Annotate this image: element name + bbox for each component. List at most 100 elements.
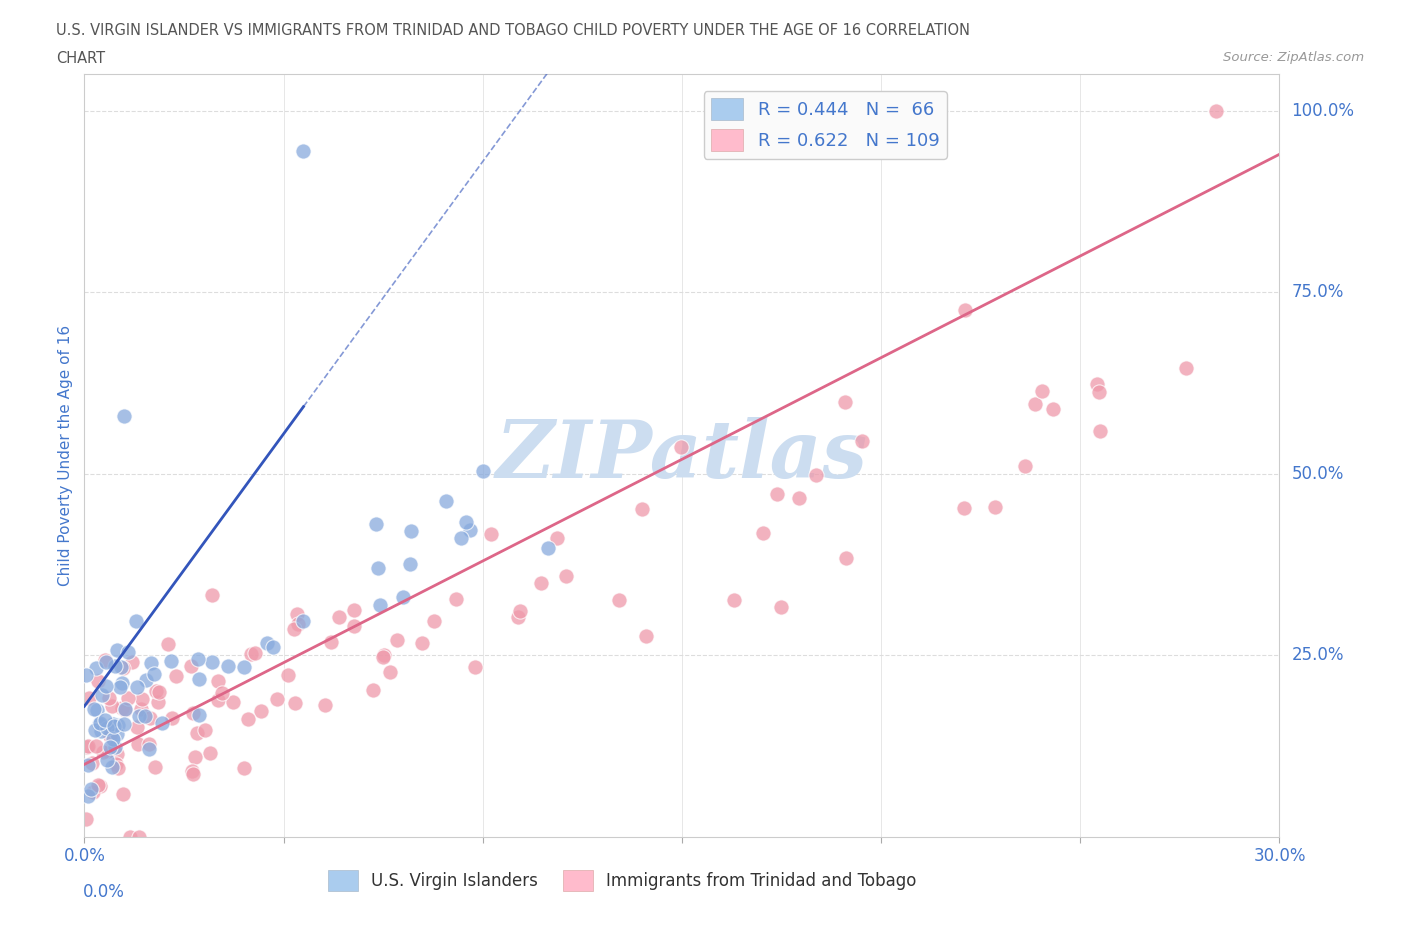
Point — [112, 408, 135, 423]
Point — [631, 502, 654, 517]
Point — [181, 766, 204, 781]
Point — [851, 433, 873, 448]
Point — [117, 691, 139, 706]
Point — [266, 691, 288, 706]
Point — [509, 603, 531, 618]
Point — [292, 143, 315, 158]
Point — [508, 610, 530, 625]
Point — [283, 621, 305, 636]
Point — [114, 701, 136, 716]
Point — [411, 636, 433, 651]
Point — [834, 551, 856, 565]
Point — [233, 760, 256, 775]
Point — [108, 680, 131, 695]
Point — [86, 702, 108, 717]
Point — [277, 668, 299, 683]
Point — [89, 716, 111, 731]
Point — [479, 527, 502, 542]
Point — [236, 711, 259, 726]
Point — [76, 757, 98, 772]
Point — [399, 556, 422, 571]
Point — [162, 711, 184, 725]
Point — [101, 698, 124, 713]
Point — [787, 490, 810, 505]
Point — [98, 691, 121, 706]
Point — [458, 523, 481, 538]
Point — [111, 786, 134, 801]
Point — [636, 629, 658, 644]
Legend: U.S. Virgin Islanders, Immigrants from Trinidad and Tobago: U.S. Virgin Islanders, Immigrants from T… — [321, 864, 924, 897]
Point — [284, 696, 307, 711]
Point — [181, 764, 204, 778]
Point — [385, 633, 408, 648]
Point — [107, 747, 129, 762]
Point — [1024, 396, 1046, 411]
Text: ZIPatlas: ZIPatlas — [496, 417, 868, 495]
Point — [1205, 103, 1227, 118]
Point — [368, 598, 391, 613]
Point — [953, 500, 976, 515]
Text: 75.0%: 75.0% — [1291, 284, 1344, 301]
Point — [111, 675, 134, 690]
Point — [1174, 361, 1197, 376]
Text: Source: ZipAtlas.com: Source: ZipAtlas.com — [1223, 51, 1364, 64]
Point — [373, 648, 395, 663]
Y-axis label: Child Poverty Under the Age of 16: Child Poverty Under the Age of 16 — [58, 326, 73, 586]
Point — [80, 782, 103, 797]
Point — [217, 658, 239, 673]
Point — [245, 646, 267, 661]
Point — [129, 702, 152, 717]
Point — [765, 486, 787, 501]
Point — [125, 719, 148, 734]
Point — [97, 744, 120, 759]
Point — [98, 728, 121, 743]
Point — [86, 777, 108, 792]
Point — [371, 649, 394, 664]
Point — [186, 725, 208, 740]
Point — [207, 693, 229, 708]
Point — [91, 687, 114, 702]
Point — [194, 723, 217, 737]
Point — [143, 760, 166, 775]
Point — [121, 655, 143, 670]
Point — [96, 752, 118, 767]
Point — [160, 654, 183, 669]
Point — [187, 652, 209, 667]
Point — [105, 726, 128, 741]
Point — [84, 723, 107, 737]
Point — [392, 590, 415, 604]
Point — [464, 659, 486, 674]
Point — [131, 691, 153, 706]
Point — [156, 636, 179, 651]
Point — [1014, 458, 1036, 473]
Point — [103, 739, 125, 754]
Point — [1042, 402, 1064, 417]
Point — [180, 658, 202, 673]
Point — [93, 745, 115, 760]
Point — [127, 737, 149, 751]
Point — [90, 724, 112, 738]
Point — [135, 672, 157, 687]
Point — [378, 664, 401, 679]
Point — [188, 708, 211, 723]
Point — [103, 731, 125, 746]
Point — [98, 739, 121, 754]
Point — [110, 659, 132, 674]
Point — [138, 737, 160, 751]
Point — [211, 685, 233, 700]
Point — [983, 499, 1005, 514]
Point — [751, 525, 773, 540]
Point — [75, 812, 97, 827]
Point — [444, 591, 467, 606]
Point — [127, 680, 149, 695]
Point — [769, 600, 792, 615]
Point — [285, 606, 308, 621]
Point — [114, 703, 136, 718]
Point — [87, 673, 110, 688]
Point — [201, 587, 224, 602]
Point — [454, 515, 477, 530]
Point — [138, 741, 160, 756]
Point — [450, 531, 472, 546]
Point — [1031, 384, 1053, 399]
Point — [124, 614, 146, 629]
